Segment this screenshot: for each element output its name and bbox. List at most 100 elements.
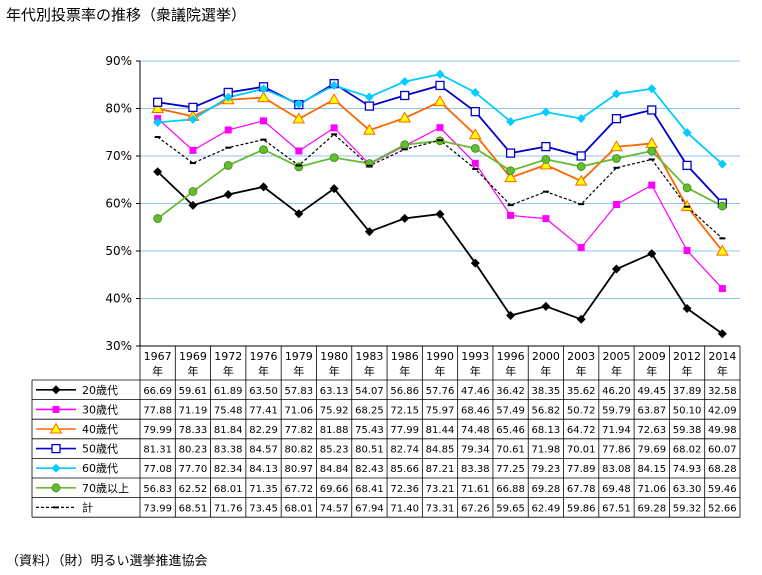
table-cell: 57.49 xyxy=(496,405,525,416)
table-cell: 71.76 xyxy=(214,503,243,514)
category-label-suffix: 年 xyxy=(611,364,622,378)
data-point xyxy=(223,92,233,102)
table-cell: 79.99 xyxy=(143,425,172,436)
table-cell: 49.98 xyxy=(708,425,737,436)
table-cell: 49.45 xyxy=(637,386,666,397)
series-line xyxy=(157,133,723,239)
table-cell: 68.25 xyxy=(355,405,384,416)
table-cell: 36.42 xyxy=(496,386,525,397)
series-line xyxy=(157,139,723,220)
category-label: 1976 xyxy=(250,350,278,363)
category-label: 2000 xyxy=(532,350,560,363)
category-label-suffix: 年 xyxy=(364,364,375,378)
data-point xyxy=(718,285,726,293)
data-point xyxy=(436,124,444,132)
category-label: 1969 xyxy=(179,350,207,363)
data-point xyxy=(539,158,553,170)
y-axis: 30% 40% 50% 60% 70% 80% 90% xyxy=(105,54,141,353)
data-point xyxy=(647,84,657,94)
table-cell: 77.41 xyxy=(249,405,278,416)
y-tick-label: 60% xyxy=(105,197,132,211)
table-cell: 68.01 xyxy=(285,503,314,514)
data-point xyxy=(507,211,515,219)
y-tick-label: 70% xyxy=(105,149,132,163)
table-cell: 67.72 xyxy=(285,484,314,495)
data-point xyxy=(327,93,341,105)
category-label-suffix: 年 xyxy=(435,364,446,378)
table-cell: 70.01 xyxy=(567,445,596,456)
data-point xyxy=(506,311,516,321)
category-label: 1993 xyxy=(461,350,489,363)
data-point xyxy=(576,314,586,324)
data-table: 1967年1969年1972年1976年1979年1980年1983年1986年… xyxy=(31,345,741,518)
category-label: 1983 xyxy=(355,350,383,363)
table-cell: 56.82 xyxy=(532,405,561,416)
table-cell: 75.48 xyxy=(214,405,243,416)
category-label: 1972 xyxy=(214,350,242,363)
data-point xyxy=(506,117,516,127)
table-cell: 63.13 xyxy=(320,386,349,397)
data-point xyxy=(715,244,729,256)
table-cell: 66.69 xyxy=(143,386,172,397)
category-label: 2003 xyxy=(567,350,595,363)
table-cell: 52.66 xyxy=(708,503,737,514)
table-cell: 68.46 xyxy=(461,405,490,416)
category-label-suffix: 年 xyxy=(717,364,728,378)
table-cell: 59.38 xyxy=(673,425,702,436)
table-cell: 74.57 xyxy=(320,503,349,514)
category-label-suffix: 年 xyxy=(399,364,410,378)
table-cell: 68.01 xyxy=(214,484,243,495)
table-cell: 83.38 xyxy=(461,464,490,475)
data-point xyxy=(400,140,410,150)
data-point xyxy=(329,184,339,194)
data-point xyxy=(610,140,623,152)
table-cell: 56.86 xyxy=(390,386,419,397)
data-point xyxy=(52,405,60,413)
data-point xyxy=(294,209,304,219)
legend-label: 20歳代 xyxy=(82,384,118,397)
table-cell: 80.82 xyxy=(285,445,314,456)
data-point xyxy=(470,106,480,117)
legend-label: 60歳代 xyxy=(82,462,118,475)
category-label: 2009 xyxy=(638,350,666,363)
table-cell: 73.45 xyxy=(249,503,278,514)
table-cell: 75.43 xyxy=(355,425,384,436)
data-point xyxy=(506,166,515,176)
data-point xyxy=(292,112,306,124)
table-cell: 57.76 xyxy=(426,386,455,397)
category-label: 2005 xyxy=(602,350,630,363)
y-tick-label: 50% xyxy=(105,244,132,258)
table-cell: 65.46 xyxy=(496,425,525,436)
y-tick-label: 40% xyxy=(105,292,132,306)
category-label-suffix: 年 xyxy=(576,364,587,378)
table-cell: 69.28 xyxy=(532,484,561,495)
table-cell: 81.88 xyxy=(320,425,349,436)
data-point xyxy=(647,146,657,156)
table-cell: 59.65 xyxy=(496,503,525,514)
table-cell: 42.09 xyxy=(708,405,737,416)
data-point xyxy=(683,247,691,255)
table-cell: 82.34 xyxy=(214,464,243,475)
category-label-suffix: 年 xyxy=(187,364,198,378)
table-cell: 67.94 xyxy=(355,503,384,514)
data-point xyxy=(153,117,163,127)
data-point xyxy=(364,92,374,102)
table-cell: 73.21 xyxy=(426,484,455,495)
data-point xyxy=(400,213,410,223)
table-cell: 59.61 xyxy=(179,386,208,397)
table-cell: 61.89 xyxy=(214,386,243,397)
table-cell: 77.99 xyxy=(390,425,419,436)
table-cell: 71.19 xyxy=(179,405,208,416)
table-cell: 47.46 xyxy=(461,386,490,397)
data-point xyxy=(188,114,198,124)
table-cell: 79.34 xyxy=(461,445,490,456)
data-point xyxy=(682,304,692,314)
table-cell: 84.15 xyxy=(637,464,666,475)
data-point xyxy=(680,199,694,211)
data-point xyxy=(51,463,61,473)
data-point xyxy=(648,181,656,189)
table-cell: 77.86 xyxy=(602,445,631,456)
data-point xyxy=(294,99,304,109)
data-point xyxy=(294,162,304,172)
table-cell: 85.23 xyxy=(320,445,349,456)
